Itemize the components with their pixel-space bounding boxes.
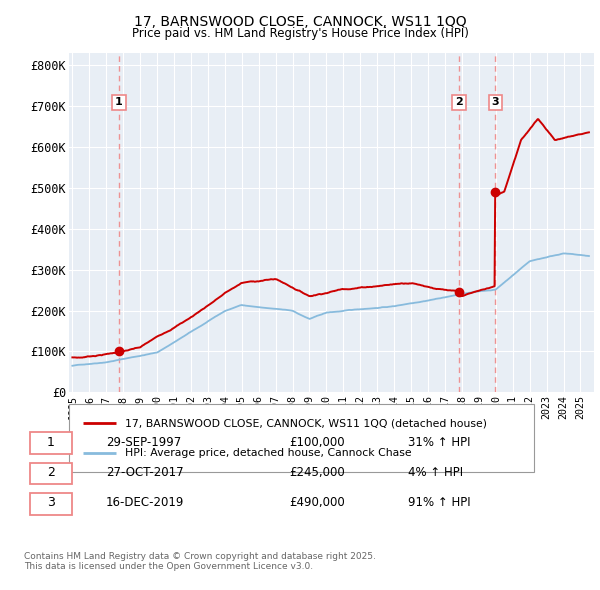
Text: £100,000: £100,000 — [289, 436, 345, 449]
Text: £490,000: £490,000 — [289, 496, 345, 509]
FancyBboxPatch shape — [29, 493, 72, 514]
Text: 3: 3 — [491, 97, 499, 107]
Text: 1: 1 — [47, 436, 55, 449]
Text: 4% ↑ HPI: 4% ↑ HPI — [407, 466, 463, 479]
FancyBboxPatch shape — [29, 463, 72, 484]
Text: 3: 3 — [47, 496, 55, 509]
Text: HPI: Average price, detached house, Cannock Chase: HPI: Average price, detached house, Cann… — [125, 448, 412, 458]
Text: Contains HM Land Registry data © Crown copyright and database right 2025.
This d: Contains HM Land Registry data © Crown c… — [24, 552, 376, 571]
Text: 17, BARNSWOOD CLOSE, CANNOCK, WS11 1QQ (detached house): 17, BARNSWOOD CLOSE, CANNOCK, WS11 1QQ (… — [125, 418, 487, 428]
Text: 1: 1 — [115, 97, 123, 107]
Text: 29-SEP-1997: 29-SEP-1997 — [106, 436, 181, 449]
Text: £245,000: £245,000 — [289, 466, 345, 479]
Text: Price paid vs. HM Land Registry's House Price Index (HPI): Price paid vs. HM Land Registry's House … — [131, 27, 469, 40]
FancyBboxPatch shape — [29, 432, 72, 454]
Text: 91% ↑ HPI: 91% ↑ HPI — [407, 496, 470, 509]
Text: 27-OCT-2017: 27-OCT-2017 — [106, 466, 184, 479]
Text: 2: 2 — [455, 97, 463, 107]
Text: 16-DEC-2019: 16-DEC-2019 — [106, 496, 184, 509]
Text: 31% ↑ HPI: 31% ↑ HPI — [407, 436, 470, 449]
FancyBboxPatch shape — [69, 404, 534, 472]
Text: 2: 2 — [47, 466, 55, 479]
Text: 17, BARNSWOOD CLOSE, CANNOCK, WS11 1QQ: 17, BARNSWOOD CLOSE, CANNOCK, WS11 1QQ — [134, 15, 466, 29]
